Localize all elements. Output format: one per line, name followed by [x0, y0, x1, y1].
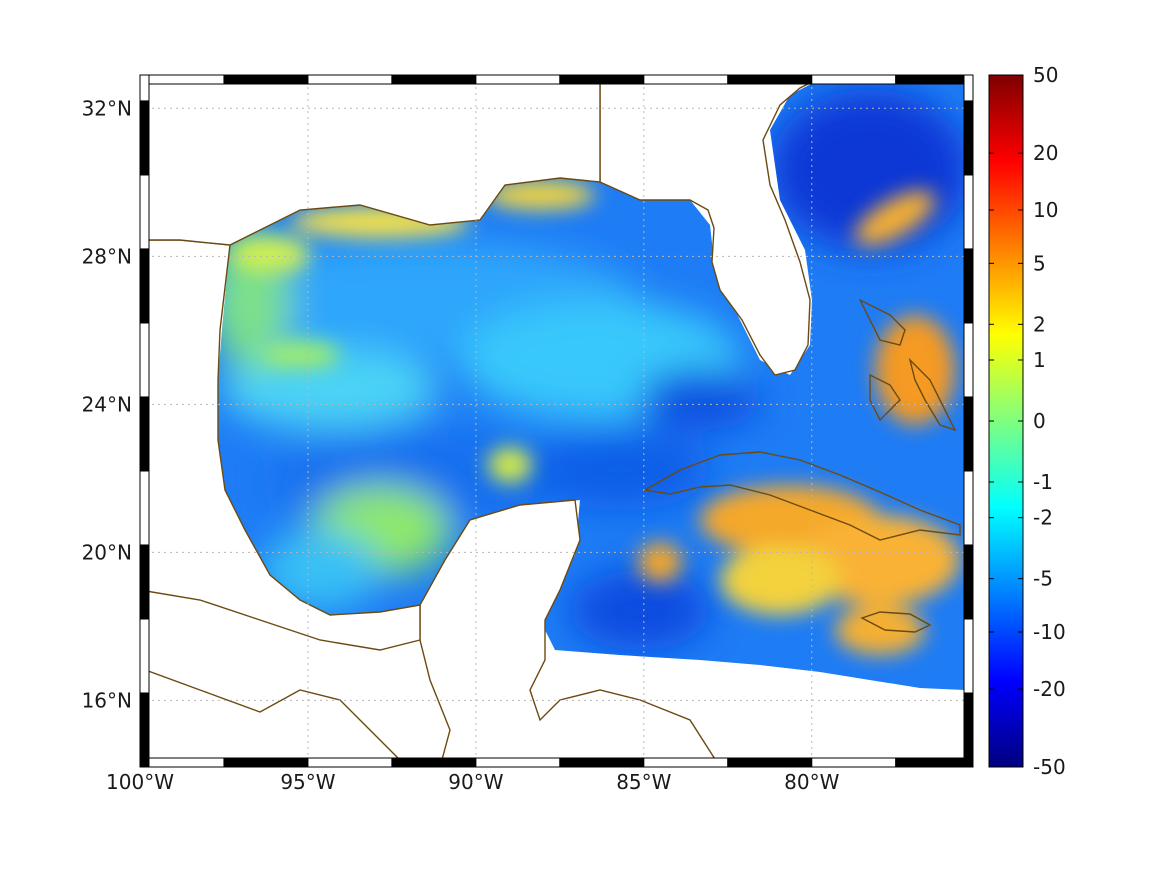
frame-segment-left — [139, 396, 150, 472]
frame-segment-bottom — [307, 757, 393, 768]
frame-segment-bottom — [643, 757, 729, 768]
colorbar-tick-label: -1 — [1033, 470, 1053, 494]
frame-segment-left — [139, 322, 150, 398]
frame-segment-left — [139, 248, 150, 324]
colorbar-tick-label: -10 — [1033, 620, 1066, 644]
frame-segment-bottom — [811, 757, 897, 768]
lat-tick-label: 28°N — [82, 244, 132, 268]
map-gridlines — [140, 75, 973, 767]
lat-tick-label: 16°N — [82, 688, 132, 712]
colorbar — [989, 75, 1023, 767]
frame-segment-top — [811, 74, 897, 85]
frame-segment-bottom — [895, 757, 974, 768]
lon-tick-label: 85°W — [616, 770, 671, 794]
frame-segment-right — [963, 174, 974, 250]
frame-segment-left — [139, 74, 150, 102]
frame-segment-top — [307, 74, 393, 85]
frame-segment-top — [475, 74, 561, 85]
frame-segment-left — [139, 544, 150, 620]
frame-segment-left — [139, 470, 150, 546]
frame-segment-right — [963, 396, 974, 472]
colorbar-tick-label: 20 — [1033, 141, 1058, 165]
frame-segment-right — [963, 544, 974, 620]
colorbar-tick-label: 2 — [1033, 312, 1046, 336]
frame-segment-top — [559, 74, 645, 85]
colorbar-tick-label: -2 — [1033, 506, 1053, 530]
colorbar-tick-label: 10 — [1033, 198, 1058, 222]
longitude-tick-labels: 100°W 95°W 90°W 85°W 80°W — [106, 770, 840, 794]
frame-segment-right — [963, 74, 974, 102]
frame-segment-right — [963, 248, 974, 324]
frame-segment-bottom — [391, 757, 477, 768]
frame-segment-left — [139, 692, 150, 768]
frame-segment-right — [963, 100, 974, 176]
colorbar-tick-label: 1 — [1033, 348, 1046, 372]
frame-segment-top — [727, 74, 813, 85]
colorbar-tick-label: -5 — [1033, 567, 1053, 591]
lon-tick-label: 80°W — [784, 770, 839, 794]
colorbar-tick-label: 0 — [1033, 409, 1046, 433]
lat-tick-label: 20°N — [82, 540, 132, 564]
frame-segment-top — [139, 74, 225, 85]
frame-segment-bottom — [727, 757, 813, 768]
map-frame-border — [139, 74, 974, 768]
frame-segment-left — [139, 174, 150, 250]
frame-segment-left — [139, 618, 150, 694]
frame-segment-right — [963, 618, 974, 694]
latitude-tick-labels: 16°N 20°N 24°N 28°N 32°N — [82, 96, 132, 712]
frame-segment-bottom — [475, 757, 561, 768]
frame-segment-top — [643, 74, 729, 85]
frame-segment-right — [963, 470, 974, 546]
frame-segment-bottom — [559, 757, 645, 768]
lat-tick-label: 24°N — [82, 392, 132, 416]
lon-tick-label: 95°W — [280, 770, 335, 794]
frame-segment-left — [139, 100, 150, 176]
frame-segment-right — [963, 322, 974, 398]
colorbar-tick-label: 5 — [1033, 251, 1046, 275]
frame-segment-bottom — [139, 757, 225, 768]
frame-segment-top — [391, 74, 477, 85]
colorbar-tick-label: -50 — [1033, 755, 1066, 779]
colorbar-tick-label: 50 — [1033, 63, 1058, 87]
lon-tick-label: 90°W — [448, 770, 503, 794]
frame-segment-top — [223, 74, 309, 85]
frame-segment-top — [895, 74, 974, 85]
lon-tick-label: 100°W — [106, 770, 174, 794]
colorbar-tick-label: -20 — [1033, 677, 1066, 701]
frame-segment-right — [963, 692, 974, 768]
lat-tick-label: 32°N — [82, 96, 132, 120]
frame-segment-bottom — [223, 757, 309, 768]
